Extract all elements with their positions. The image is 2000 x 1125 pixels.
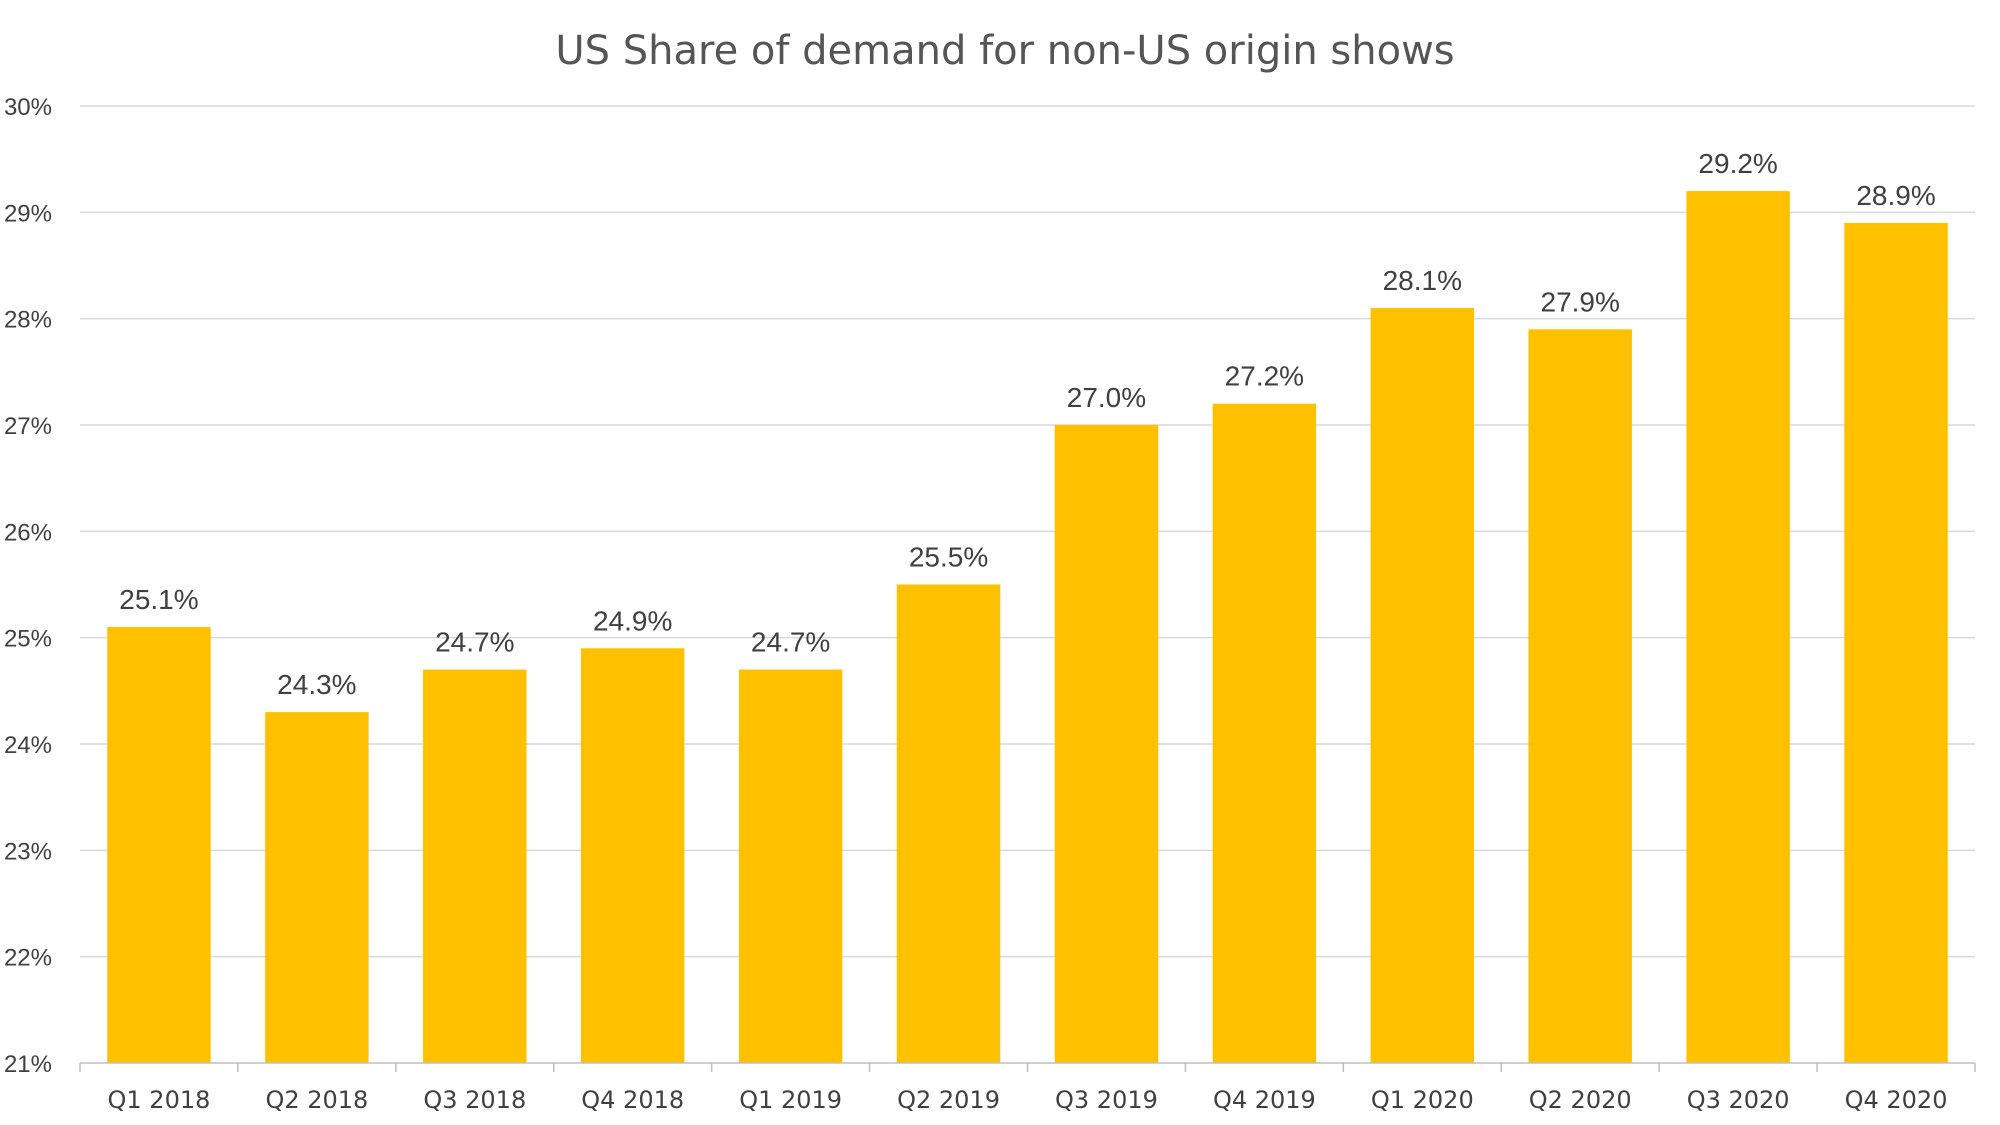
gridlines [80, 105, 1975, 958]
x-tick-label: Q4 2018 [581, 1086, 684, 1114]
bar [265, 712, 369, 1063]
bar [1370, 308, 1475, 1063]
y-tick-label: 29% [4, 200, 52, 227]
bar [107, 627, 211, 1063]
data-label: 25.1% [119, 584, 198, 615]
x-axis [79, 1062, 1976, 1072]
bar [1528, 329, 1632, 1063]
data-label: 28.1% [1383, 265, 1462, 296]
y-tick-label: 28% [4, 307, 52, 334]
x-tick-label: Q1 2020 [1371, 1086, 1474, 1114]
bar [738, 669, 843, 1063]
y-tick-label: 27% [4, 413, 52, 440]
y-tick-label: 22% [4, 945, 52, 972]
y-tick-label: 26% [4, 519, 52, 546]
x-tick-label: Q1 2018 [108, 1086, 211, 1114]
data-label: 25.5% [909, 542, 988, 573]
data-label: 28.9% [1856, 180, 1935, 211]
x-tick-label: Q2 2018 [265, 1086, 368, 1114]
data-label: 27.9% [1541, 286, 1620, 317]
bars [107, 191, 1948, 1064]
y-tick-label: 21% [4, 1051, 52, 1078]
data-label: 24.3% [277, 669, 356, 700]
x-tick-label: Q3 2018 [423, 1086, 526, 1114]
y-tick-label: 25% [4, 626, 52, 653]
bar [896, 584, 1001, 1063]
bar [1686, 191, 1790, 1064]
data-labels: 25.1% 24.3% 24.7% 24.9% 24.7% 25.5% 27.0% 27.2%… [119, 148, 1935, 700]
x-tick-label: Q4 2019 [1213, 1086, 1316, 1114]
data-label: 24.7% [435, 627, 514, 658]
data-label: 27.0% [1067, 382, 1146, 413]
x-tick-label: Q4 2020 [1845, 1086, 1948, 1114]
bar [1212, 403, 1317, 1063]
bar [1844, 222, 1948, 1063]
data-label: 24.9% [593, 605, 672, 636]
x-tick-label: Q3 2019 [1055, 1086, 1158, 1114]
data-label: 29.2% [1698, 148, 1777, 179]
data-label: 24.7% [751, 627, 830, 658]
bar [1054, 425, 1159, 1063]
y-tick-label: 23% [4, 838, 52, 865]
data-label: 27.2% [1225, 361, 1304, 392]
bar [580, 648, 685, 1063]
x-axis-tick-labels: Q1 2018 Q2 2018 Q3 2018 Q4 2018 Q1 2019 Q2 20… [108, 1086, 1948, 1114]
bar [423, 669, 527, 1063]
y-tick-label: 30% [4, 94, 52, 121]
x-tick-label: Q3 2020 [1687, 1086, 1790, 1114]
x-tick-label: Q1 2019 [739, 1086, 842, 1114]
x-tick-label: Q2 2019 [897, 1086, 1000, 1114]
chart-title: US Share of demand for non-US origin sho… [555, 28, 1454, 74]
y-tick-label: 24% [4, 732, 52, 759]
y-axis-tick-labels: 21% 22% 23% 24% 25% 26% 27% 28% 29% 30% [4, 94, 52, 1078]
x-tick-label: Q2 2020 [1529, 1086, 1632, 1114]
